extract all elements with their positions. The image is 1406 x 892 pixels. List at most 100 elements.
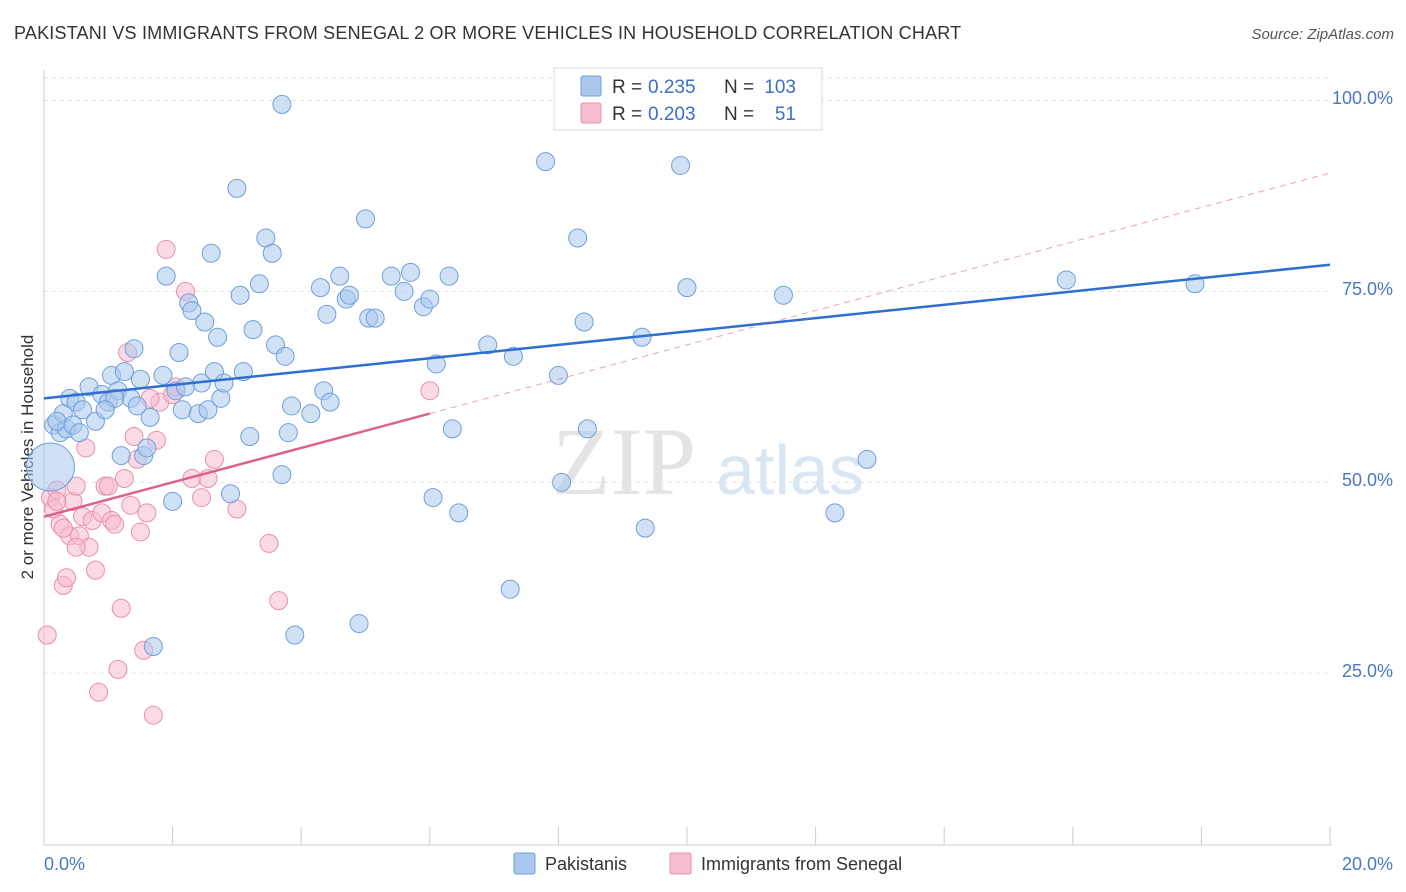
legend-r-label-2: R =	[612, 104, 642, 125]
pakistanis-point	[423, 488, 443, 508]
senegal-point	[98, 476, 118, 496]
pakistanis-point	[426, 354, 446, 374]
pakistanis-point	[111, 446, 131, 466]
pakistanis-point	[320, 392, 340, 412]
pakistanis-point	[401, 262, 421, 282]
senegal-point	[89, 682, 109, 702]
pakistanis-point	[137, 438, 157, 458]
watermark: ZIP atlas	[552, 408, 864, 515]
pakistanis-point	[73, 400, 93, 420]
pakistanis-point	[220, 484, 240, 504]
bottom-legend-swatch-pakistanis	[513, 852, 536, 875]
pakistanis-point	[153, 365, 173, 385]
watermark-zip: ZIP	[552, 408, 696, 515]
senegal-point	[192, 488, 212, 508]
pakistanis-point	[272, 94, 292, 114]
legend-swatch-pakistanis	[580, 75, 602, 97]
senegal-point	[108, 659, 128, 679]
y-tick-label-50: 50.0%	[1342, 470, 1393, 490]
pakistanis-point	[182, 301, 202, 321]
pakistanis-point	[310, 278, 330, 298]
pakistanis-point	[381, 266, 401, 286]
senegal-point	[143, 705, 163, 725]
pakistanis-point	[301, 404, 321, 424]
senegal-point	[156, 239, 176, 259]
senegal-point	[259, 533, 279, 553]
pakistanis-point	[230, 285, 250, 305]
legend-n-label-2: N =	[724, 104, 754, 125]
pakistanis-point	[262, 243, 282, 263]
y-tick-labels: 100.0% 75.0% 50.0% 25.0%	[1332, 88, 1393, 681]
pakistanis-point	[439, 266, 459, 286]
pakistanis-point	[285, 625, 305, 645]
y-tick-label-100: 100.0%	[1332, 88, 1393, 108]
pakistanis-point	[169, 343, 189, 363]
bottom-legend-label-pakistanis: Pakistanis	[545, 854, 627, 874]
pakistanis-point	[243, 320, 263, 340]
legend-n-value-1: 103	[764, 77, 796, 98]
pakistanis-point	[420, 289, 440, 309]
pakistanis-point	[552, 472, 572, 492]
bottom-legend-swatch-senegal	[669, 852, 692, 875]
pakistanis-point	[163, 491, 183, 511]
pakistanis-point	[130, 369, 150, 389]
pakistanis-point	[449, 503, 469, 523]
x-ticks	[172, 827, 1331, 845]
pakistanis-point	[1056, 270, 1076, 290]
pakistanis-point	[442, 419, 462, 439]
pakistanis-point	[156, 266, 176, 286]
pakistanis-point	[124, 339, 144, 359]
senegal-point	[66, 537, 86, 557]
pakistanis-point	[47, 411, 67, 431]
pakistanis-point	[275, 346, 295, 366]
pakistanis-point	[365, 308, 385, 328]
senegal-point	[269, 591, 289, 611]
watermark-atlas: atlas	[716, 431, 864, 509]
pakistanis-point	[143, 636, 163, 656]
senegal-point	[137, 503, 157, 523]
pakistanis-point	[227, 178, 247, 198]
senegal-point	[57, 568, 77, 588]
pakistanis-point	[671, 155, 691, 175]
series-pakistanis-points	[25, 94, 1205, 656]
senegal-point	[124, 427, 144, 447]
pakistanis-point	[201, 243, 221, 263]
senegal-point	[66, 476, 86, 496]
pakistanis-point	[574, 312, 594, 332]
legend-n-label-1: N =	[724, 77, 754, 98]
pakistanis-point	[140, 407, 160, 427]
legend-r-value-2: 0.203	[648, 104, 696, 125]
senegal-point	[114, 468, 134, 488]
pakistanis-point	[208, 327, 228, 347]
series-legend: Pakistanis Immigrants from Senegal	[513, 852, 902, 875]
pakistanis-point	[857, 449, 877, 469]
pakistanis-point	[339, 285, 359, 305]
senegal-point	[85, 560, 105, 580]
pakistanis-point	[25, 442, 75, 492]
pakistanis-point	[677, 278, 697, 298]
senegal-point	[111, 598, 131, 618]
pakistanis-point	[568, 228, 588, 248]
senegal-point	[130, 522, 150, 542]
pakistanis-point	[536, 152, 556, 172]
legend-n-value-2: 51	[775, 104, 796, 125]
legend-swatch-senegal	[580, 102, 602, 124]
trend-lines	[43, 172, 1331, 518]
pakistanis-point	[356, 209, 375, 229]
pakistanis-point	[278, 423, 298, 443]
y-tick-label-25: 25.0%	[1342, 661, 1393, 681]
pakistanis-point	[175, 377, 195, 397]
pakistanis-point	[503, 346, 523, 366]
stats-legend: R = 0.235 N = 103 R = 0.203 N = 51	[553, 67, 823, 131]
senegal-point	[204, 449, 224, 469]
legend-r-value-1: 0.235	[648, 77, 696, 98]
senegal-point	[105, 514, 125, 534]
pakistanis-point	[282, 396, 302, 416]
pakistanis-point	[127, 396, 147, 416]
x-tick-label-min: 0.0%	[44, 854, 85, 874]
senegal-point	[37, 625, 57, 645]
pakistanis-point	[272, 465, 292, 485]
pakistanis-point	[500, 579, 520, 599]
senegal-point	[121, 495, 141, 515]
senegal-point	[420, 381, 440, 401]
